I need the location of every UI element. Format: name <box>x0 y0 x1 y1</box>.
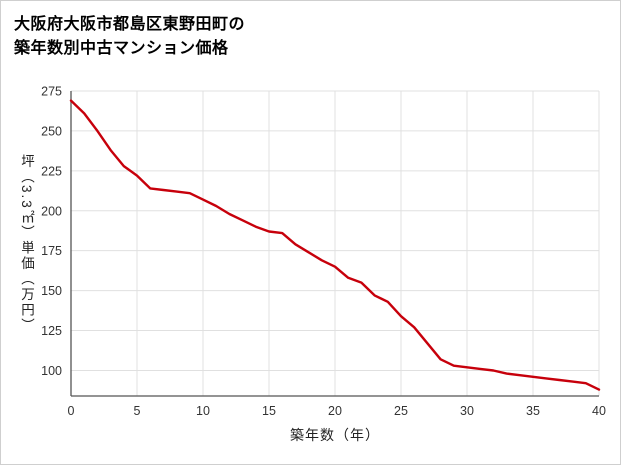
y-tick-label: 125 <box>41 324 62 338</box>
x-tick-label: 35 <box>526 404 540 418</box>
x-axis-label: 築年数（年） <box>290 427 380 443</box>
x-tick-label: 0 <box>68 404 75 418</box>
x-tick-label: 30 <box>460 404 474 418</box>
y-axis-label: 坪（3.3㎡）単価（万円） <box>19 153 34 334</box>
y-tick-label: 100 <box>41 364 62 378</box>
y-tick-label: 150 <box>41 284 62 298</box>
x-tick-label: 25 <box>394 404 408 418</box>
x-tick-label: 15 <box>262 404 276 418</box>
price-line-chart: 100 125 150 175 200 225 250 275 0 5 10 15 20 25 30 35 40… <box>41 85 606 444</box>
y-tick-label: 200 <box>41 204 62 218</box>
y-tick-label: 225 <box>41 164 62 178</box>
y-tick-label: 250 <box>41 124 62 138</box>
y-tick-label: 275 <box>41 85 62 99</box>
x-tick-label: 20 <box>328 404 342 418</box>
price-line <box>69 99 601 391</box>
x-tick-label: 40 <box>592 404 606 418</box>
x-tick-label: 10 <box>196 404 210 418</box>
chart-title-line2: 築年数別中古マンション価格 <box>14 40 229 57</box>
x-tick-label: 5 <box>134 404 141 418</box>
chart-title: 大阪府大阪市都島区東野田町の 築年数別中古マンション価格 <box>14 13 245 61</box>
chart-title-line1: 大阪府大阪市都島区東野田町の <box>14 16 246 33</box>
y-tick-label: 175 <box>41 244 62 258</box>
